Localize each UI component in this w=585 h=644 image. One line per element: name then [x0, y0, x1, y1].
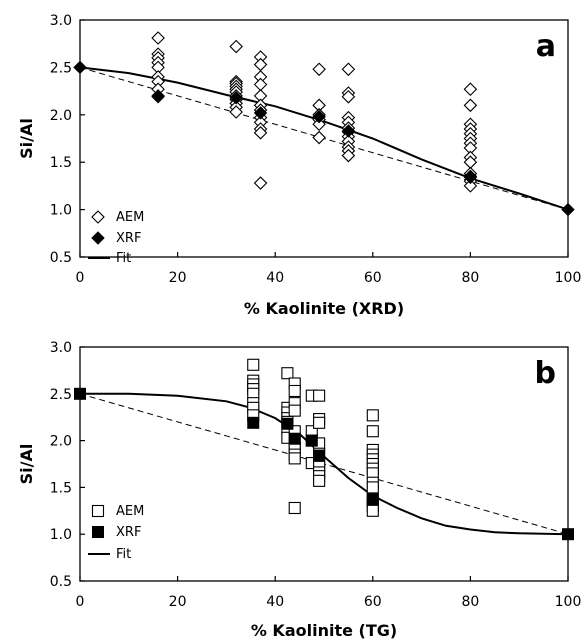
aem-point	[313, 416, 326, 429]
aem-point	[281, 367, 294, 380]
legend-marker-xrf	[91, 231, 105, 245]
x-tick-label: 80	[461, 270, 479, 286]
xrf-point	[305, 434, 318, 447]
y-tick-label: 2.0	[50, 434, 72, 450]
y-tick-label: 0.5	[50, 250, 72, 266]
plot-frame	[79, 346, 569, 582]
xrf-point	[253, 106, 268, 120]
xrf-point	[73, 60, 87, 75]
x-tick-label: 0	[76, 270, 85, 286]
y-axis-label: Si/Al	[17, 444, 36, 485]
xrf-point	[366, 493, 379, 506]
xrf-point	[281, 417, 294, 430]
xrf-point	[561, 202, 575, 217]
aem-point	[253, 126, 268, 140]
aem-point	[229, 105, 243, 119]
xrf-point	[288, 432, 301, 445]
aem-point	[463, 179, 478, 193]
xrf-point	[562, 528, 574, 541]
panel-label: a	[536, 29, 556, 64]
y-tick-label: 2.5	[50, 60, 72, 76]
y-tick-label: 0.5	[50, 574, 72, 590]
legend-label-fit: Fit	[116, 547, 131, 562]
aem-point	[288, 404, 301, 417]
x-tick-label: 40	[266, 270, 284, 286]
fit-line	[80, 392, 569, 536]
xrf-point	[229, 91, 243, 105]
x-tick-label: 80	[461, 594, 479, 610]
y-tick-label: 2.5	[50, 387, 72, 403]
xrf-point	[151, 90, 165, 104]
aem-point	[313, 389, 326, 402]
y-tick-label: 1.5	[50, 480, 72, 496]
aem-point	[288, 452, 301, 465]
legend-marker-aem	[91, 210, 105, 224]
aem-point	[463, 82, 478, 96]
aem-point	[312, 62, 326, 77]
xrf-point	[341, 124, 356, 138]
y-tick-label: 3.0	[50, 340, 72, 356]
legend-label-aem: AEM	[116, 210, 144, 225]
aem-point	[313, 474, 326, 487]
aem-point	[288, 501, 301, 515]
y-tick-label: 3.0	[50, 13, 72, 29]
panel-label: b	[535, 356, 556, 391]
legend-label-aem: AEM	[116, 504, 144, 519]
legend-label-xrf: XRF	[116, 525, 141, 540]
aem-point	[341, 90, 356, 104]
xrf-point	[463, 170, 478, 185]
x-tick-label: 0	[76, 594, 85, 610]
legend-marker-xrf	[92, 526, 104, 538]
plot-frame	[79, 19, 569, 258]
aem-point	[366, 481, 379, 494]
x-tick-label: 60	[364, 594, 382, 610]
x-tick-label: 100	[555, 594, 582, 610]
y-tick-label: 1.0	[50, 203, 72, 219]
aem-point	[366, 504, 379, 517]
xrf-point	[312, 109, 326, 124]
panel-a: 0 20 40 60 80 100 0.5 1.0 1.5 2.0 2.5 3.0 % Kaolinit…	[17, 13, 581, 318]
aem-point	[151, 31, 165, 45]
x-tick-label: 20	[169, 270, 187, 286]
aem-point	[229, 39, 243, 54]
aem-point	[312, 130, 326, 145]
legend-label-fit: Fit	[116, 251, 131, 266]
aem-point	[253, 176, 268, 190]
y-tick-label: 2.0	[50, 108, 72, 124]
aem-point	[341, 62, 356, 77]
aem-point	[366, 409, 379, 422]
aem-point	[463, 98, 478, 113]
aem-point	[312, 117, 326, 132]
y-tick-label: 1.0	[50, 527, 72, 543]
y-tick-label: 1.5	[50, 155, 72, 171]
aem-point	[253, 77, 268, 92]
aem-point	[341, 148, 356, 163]
aem-point	[288, 384, 301, 398]
legend-label-xrf: XRF	[116, 231, 141, 246]
x-tick-label: 60	[364, 270, 382, 286]
x-axis-label: % Kaolinite (XRD)	[244, 299, 404, 318]
xrf-point	[313, 449, 326, 462]
legend-marker-aem	[91, 504, 105, 518]
x-tick-label: 40	[266, 594, 284, 610]
xrf-point	[247, 416, 260, 429]
aem-point	[366, 425, 379, 438]
xrf-point	[74, 387, 86, 400]
y-axis-label: Si/Al	[17, 118, 36, 159]
aem-point	[247, 358, 260, 371]
aem-point	[253, 57, 268, 72]
x-tick-label: 100	[555, 270, 582, 286]
panel-b: 0 20 40 60 80 100 0.5 1.0 1.5 2.0 2.5 3.0 % Kaolinit…	[17, 340, 581, 640]
x-tick-label: 20	[169, 594, 187, 610]
x-axis-label: % Kaolinite (TG)	[251, 621, 397, 640]
